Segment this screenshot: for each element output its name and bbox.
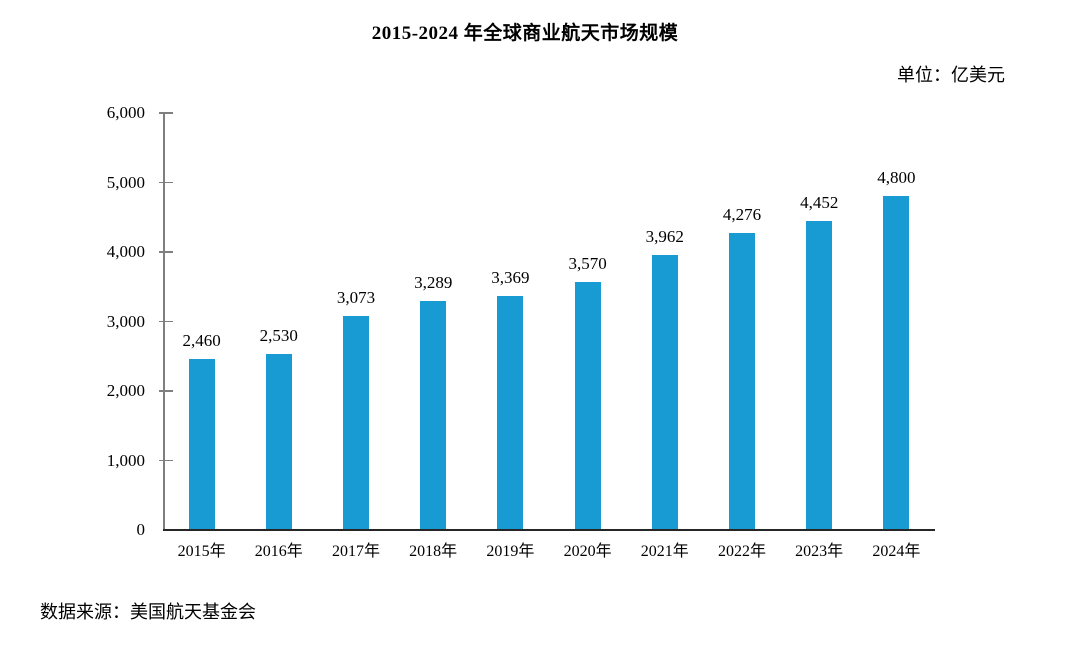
bar-value-label: 4,800 <box>877 168 916 188</box>
bar-value-label: 3,369 <box>491 267 530 287</box>
x-axis-tick-label: 2024年 <box>872 543 921 560</box>
y-axis-tick <box>159 320 173 323</box>
bar-value-label: 3,962 <box>645 226 684 246</box>
bar <box>883 196 910 530</box>
x-axis-tick-label: 2019年 <box>486 543 535 560</box>
y-axis-tick-label: 0 <box>136 520 146 539</box>
bar <box>651 254 678 530</box>
bar-value-label: 2,530 <box>259 326 298 346</box>
data-source-label: 数据来源：美国航天基金会 <box>40 602 256 622</box>
y-axis-tick-label: 3,000 <box>106 311 145 331</box>
y-axis-tick <box>159 251 173 253</box>
x-axis-tick-label: 2022年 <box>717 543 766 560</box>
bar <box>574 281 601 530</box>
bar <box>806 220 833 530</box>
x-axis-line <box>163 529 935 531</box>
bar <box>343 316 369 530</box>
x-axis-tick-label: 2017年 <box>331 543 380 560</box>
y-axis-tick-label: 1,000 <box>106 450 145 470</box>
y-axis-tick <box>159 112 173 114</box>
bar-value-label: 3,289 <box>414 273 453 293</box>
x-axis-tick-label: 2023年 <box>795 543 844 560</box>
bar <box>265 354 292 530</box>
y-axis-tick <box>159 459 173 462</box>
y-axis-tick-label: 6,000 <box>106 103 145 122</box>
y-axis-tick-label: 5,000 <box>106 172 145 192</box>
x-axis-tick-label: 2015年 <box>177 543 226 560</box>
bar <box>497 295 524 530</box>
x-axis-tick-label: 2018年 <box>409 543 458 560</box>
unit-label: 单位：亿美元 <box>897 65 1005 85</box>
x-axis-tick-label: 2016年 <box>254 543 303 560</box>
bar-value-label: 4,452 <box>800 192 839 212</box>
bar <box>188 359 215 530</box>
y-axis-tick <box>159 181 173 184</box>
x-axis-tick-label: 2021年 <box>640 543 689 560</box>
bar-value-label: 2,460 <box>182 331 221 351</box>
y-axis-tick <box>159 390 173 392</box>
y-axis-tick-label: 4,000 <box>106 242 145 261</box>
bar-value-label: 3,570 <box>568 253 607 273</box>
x-axis-tick-label: 2020年 <box>563 543 612 560</box>
bar-value-label: 3,073 <box>336 288 376 308</box>
bar-value-label: 4,276 <box>722 204 762 224</box>
bar <box>729 232 755 530</box>
chart-title: 2015-2024 年全球商业航天市场规模 <box>371 23 679 44</box>
y-axis-tick-label: 2,000 <box>106 381 145 400</box>
bar <box>420 301 447 530</box>
